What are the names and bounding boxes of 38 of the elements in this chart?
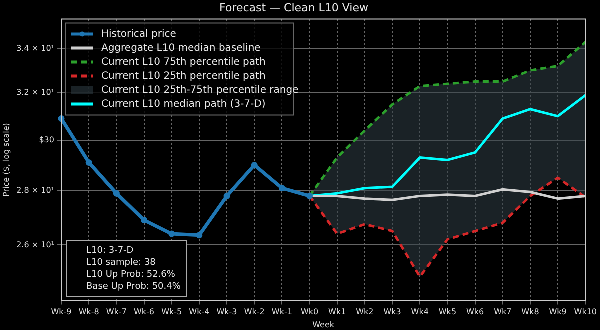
x-tick-label: Wk3 bbox=[384, 308, 402, 317]
x-tick-label: Wk-9 bbox=[51, 308, 72, 317]
y-tick-label: 2.8 × 10¹ bbox=[16, 186, 54, 196]
x-tick-label: Wk-3 bbox=[216, 308, 238, 317]
annotation: L10 Up Prob: 52.6% bbox=[86, 270, 176, 280]
x-tick-label: Wk5 bbox=[438, 308, 457, 317]
y-tick-label: $30 bbox=[39, 136, 54, 144]
legend-label: Current L10 75th percentile path bbox=[102, 56, 266, 68]
x-tick-label: Wk-1 bbox=[272, 308, 292, 317]
legend-label: Historical price bbox=[102, 28, 176, 40]
y-tick-label: 3.4 × 10¹ bbox=[16, 44, 54, 53]
y-tick-label: 2.6 × 10¹ bbox=[16, 240, 54, 250]
legend-label: Aggregate L10 median baseline bbox=[102, 42, 261, 54]
legend-title: Current L10 25th-75th percentile range bbox=[102, 84, 299, 96]
x-tick-label: Wk9 bbox=[549, 308, 567, 317]
y-tick-label: 3.2 × 10¹ bbox=[16, 88, 54, 98]
x-tick-label: Wk8 bbox=[522, 308, 540, 317]
annotation: Base Up Prob: 50.4% bbox=[86, 282, 182, 292]
y-axis-title: Price ($, log scale) bbox=[2, 123, 11, 197]
x-tick-label: Wk-5 bbox=[162, 308, 182, 317]
x-tick-label: Wk-4 bbox=[189, 308, 210, 317]
x-tick-label: Wk7 bbox=[494, 308, 512, 317]
annotation: L10 sample: 38 bbox=[86, 258, 156, 268]
x-tick-label: Wk-7 bbox=[106, 308, 127, 317]
chart-title: Forecast — Clean L10 View bbox=[220, 1, 368, 14]
legend-label: Current L10 25th percentile path bbox=[102, 70, 266, 82]
annotation: L10: 3-7-D bbox=[86, 246, 134, 256]
x-tick-label: Wk4 bbox=[411, 308, 429, 317]
x-tick-label: Wk0 bbox=[300, 308, 319, 317]
x-tick-label: Wk1 bbox=[328, 308, 346, 317]
x-tick-label: Wk6 bbox=[466, 308, 484, 317]
x-tick-label: Wk-2 bbox=[244, 308, 265, 317]
x-tick-label: Wk-6 bbox=[134, 308, 155, 317]
x-tick-label: Wk2 bbox=[356, 308, 374, 317]
x-tick-label: Wk-8 bbox=[78, 308, 100, 317]
x-tick-label: Wk10 bbox=[574, 308, 598, 317]
x-axis-title: Week bbox=[312, 320, 335, 330]
legend-label: Current L10 median path (3-7-D) bbox=[102, 98, 266, 110]
